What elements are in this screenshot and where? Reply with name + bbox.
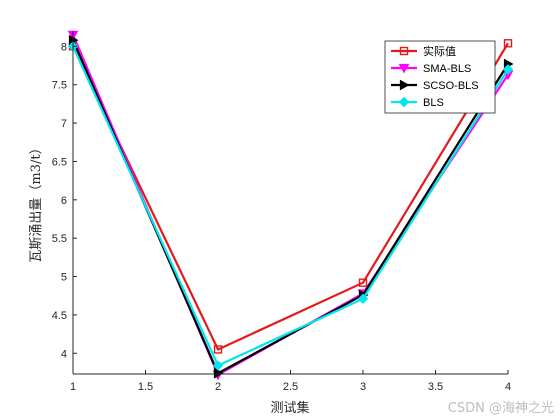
y-tick-label: 4.5 xyxy=(52,310,67,322)
y-tick-label: 5 xyxy=(61,272,67,284)
y-tick-label: 6 xyxy=(61,195,67,207)
x-tick-label: 4 xyxy=(505,381,511,393)
legend-marker-2 xyxy=(398,63,410,74)
y-tick-label: 8 xyxy=(61,41,67,53)
legend-marker-1 xyxy=(399,46,409,56)
ticks-layer: 1 1.5 2 2.5 3 3.5 4 4 4.5 5 5.5 6 6.5 7 7.5 8 xyxy=(52,41,511,393)
series-point-1 xyxy=(213,345,223,354)
y-tick-label: 7.5 xyxy=(52,80,67,92)
series-line-1 xyxy=(72,42,509,351)
y-tick-label: 6.5 xyxy=(52,156,67,168)
legend-marker-3 xyxy=(399,79,410,91)
series-point-4 xyxy=(502,64,514,75)
x-tick-label: 1.5 xyxy=(138,381,153,393)
series-line-4 xyxy=(71,45,509,367)
x-tick-label: 1 xyxy=(70,381,76,393)
legend-label-3: SCSO-BLS xyxy=(423,80,479,92)
x-tick-label: 2.5 xyxy=(283,381,298,393)
watermark-text: CSDN @海神之光 xyxy=(447,401,554,416)
legend-marker-4 xyxy=(398,96,410,108)
legend: 实际值 SMA-BLS SCSO-BLS BLS xyxy=(384,40,496,114)
series-point-4 xyxy=(357,293,369,305)
series-layer xyxy=(67,30,514,381)
x-axis-title: 测试集 xyxy=(270,400,309,416)
x-tick-label: 3.5 xyxy=(428,381,443,393)
legend-label-1: 实际值 xyxy=(423,44,456,58)
y-tick-label: 7 xyxy=(61,118,67,130)
legend-label-4: BLS xyxy=(423,97,444,109)
x-tick-label: 3 xyxy=(360,381,366,393)
x-tick-label: 2 xyxy=(215,381,221,393)
series-point-1 xyxy=(503,39,513,48)
series-point-1 xyxy=(358,278,368,287)
y-axis-title: 瓦斯涌出量（m3/t） xyxy=(29,141,44,262)
y-tick-label: 4 xyxy=(61,348,67,360)
legend-label-2: SMA-BLS xyxy=(423,63,471,75)
y-tick-label: 5.5 xyxy=(52,233,67,245)
